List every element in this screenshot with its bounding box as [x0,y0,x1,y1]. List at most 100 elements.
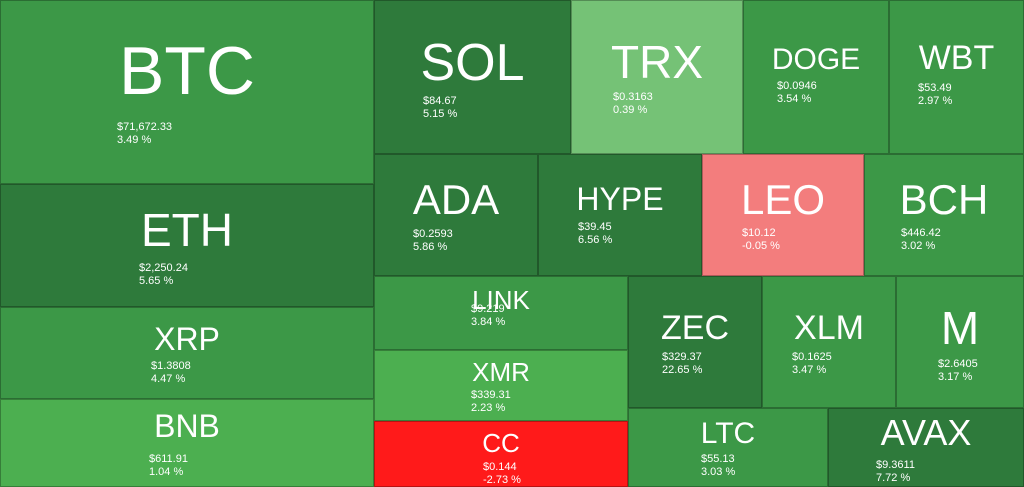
tile-info: $53.49 2.97 % [918,82,952,108]
tile-info: $0.144 -2.73 % [483,461,521,486]
tile-price: $10.12 [742,227,776,239]
tile-change: 1.04 % [149,466,184,478]
tile-change: 5.15 % [423,108,458,120]
tile-price: $9.3611 [876,459,915,471]
tile-symbol: BCH [899,176,989,223]
heatmap-tile-m[interactable]: M $2.6405 3.17 % [896,276,1024,408]
tile-symbol: HYPE [576,181,664,217]
tile-symbol: M [940,302,980,354]
tile-change: 4.47 % [151,373,186,385]
tile-price: $0.144 [483,461,517,473]
tile-symbol: LTC [700,417,756,450]
heatmap-tile-link[interactable]: LINK $9.219 3.84 % [374,276,628,350]
tile-info: $339.31 2.23 % [471,389,511,415]
heatmap-tile-wbt[interactable]: WBT $53.49 2.97 % [889,0,1024,154]
tile-price: $53.49 [918,82,952,94]
tile-price: $446.42 [901,227,941,239]
tile-info: $0.3163 0.39 % [613,91,653,117]
tile-info: $2.6405 3.17 % [938,358,978,384]
tile-change: 3.03 % [701,466,736,478]
tile-price: $84.67 [423,95,457,107]
tile-price: $2.6405 [938,358,978,370]
tile-symbol: XLM [794,309,864,347]
heatmap-tile-eth[interactable]: ETH $2,250.24 5.65 % [0,184,374,307]
tile-symbol: ETH [141,204,233,256]
tile-info: $0.0946 3.54 % [777,80,817,106]
tile-symbol: LINK [472,285,530,315]
tile-price: $2,250.24 [139,262,188,274]
heatmap-tile-avax[interactable]: AVAX $9.3611 7.72 % [828,408,1024,487]
tile-change: 5.65 % [139,275,174,287]
tile-symbol: TRX [611,36,703,88]
tile-info: $329.37 22.65 % [662,351,702,377]
tile-symbol: AVAX [880,412,972,453]
tile-info: $611.91 1.04 % [149,453,188,479]
tile-price: $1.3808 [151,360,191,372]
tile-symbol: WBT [918,39,995,77]
tile-symbol: BNB [154,408,220,444]
tile-info: $9.3611 7.72 % [876,459,915,485]
tile-change: 3.47 % [792,364,827,376]
tile-info: $10.12 -0.05 % [742,227,780,253]
tile-info: $446.42 3.02 % [901,227,941,253]
tile-change: 2.97 % [918,95,953,107]
tile-price: $39.45 [578,221,612,233]
tile-symbol: CC [482,428,520,458]
heatmap-tile-xmr[interactable]: XMR $339.31 2.23 % [374,350,628,421]
tile-info: $71,672.33 3.49 % [117,121,172,147]
tile-change: 7.72 % [876,472,911,484]
tile-symbol: ADA [412,176,500,223]
tile-price: $0.2593 [413,228,453,240]
tile-change: -0.05 % [742,240,780,252]
tile-symbol: ZEC [661,309,729,347]
heatmap-tile-trx[interactable]: TRX $0.3163 0.39 % [571,0,743,154]
tile-price: $9.219 [471,303,505,315]
tile-price: $71,672.33 [117,121,173,133]
heatmap-tile-btc[interactable]: BTC $71,672.33 3.49 % [0,0,374,184]
tile-change: 5.86 % [413,241,448,253]
tile-symbol: XRP [154,321,220,357]
tile-change: 3.84 % [471,316,506,328]
tile-change: 6.56 % [578,234,613,246]
tile-symbol: XMR [472,357,530,387]
tile-change: 3.02 % [901,240,936,252]
tile-change: 3.17 % [938,371,973,383]
tile-change: 2.23 % [471,402,506,414]
tile-price: $611.91 [149,453,188,465]
heatmap-tile-doge[interactable]: DOGE $0.0946 3.54 % [743,0,889,154]
heatmap-tile-xlm[interactable]: XLM $0.1625 3.47 % [762,276,896,408]
tile-symbol: LEO [740,176,826,223]
tile-price: $0.0946 [777,80,817,92]
tile-change: 22.65 % [662,364,703,376]
heatmap-tile-bnb[interactable]: BNB $611.91 1.04 % [0,399,374,487]
heatmap-tile-sol[interactable]: SOL $84.67 5.15 % [374,0,571,154]
tile-price: $339.31 [471,389,511,401]
heatmap-tile-xrp[interactable]: XRP $1.3808 4.47 % [0,307,374,399]
tile-symbol: SOL [420,34,525,92]
heatmap-tile-cc[interactable]: CC $0.144 -2.73 % [374,421,628,487]
heatmap-tile-hype[interactable]: HYPE $39.45 6.56 % [538,154,702,276]
tile-change: 3.54 % [777,93,812,105]
tile-info: $1.3808 4.47 % [151,360,191,386]
tile-info: $2,250.24 5.65 % [139,262,188,288]
heatmap-tile-zec[interactable]: ZEC $329.37 22.65 % [628,276,762,408]
tile-price: $329.37 [662,351,702,363]
tile-change: 3.49 % [117,134,152,146]
tile-symbol: BTC [119,33,255,109]
tile-info: $39.45 6.56 % [578,221,612,247]
tile-info: $0.1625 3.47 % [792,351,832,377]
tile-info: $9.219 3.84 % [471,303,505,329]
tile-info: $55.13 3.03 % [701,453,735,479]
heatmap-tile-bch[interactable]: BCH $446.42 3.02 % [864,154,1024,276]
tile-symbol: DOGE [771,43,861,76]
tile-info: $0.2593 5.86 % [413,228,453,254]
tile-change: 0.39 % [613,104,648,116]
heatmap-tile-leo[interactable]: LEO $10.12 -0.05 % [702,154,864,276]
heatmap-tile-ltc[interactable]: LTC $55.13 3.03 % [628,408,828,487]
tile-change: -2.73 % [483,474,521,486]
tile-price: $0.3163 [613,91,653,103]
tile-price: $0.1625 [792,351,832,363]
tile-info: $84.67 5.15 % [423,95,457,121]
heatmap-tile-ada[interactable]: ADA $0.2593 5.86 % [374,154,538,276]
